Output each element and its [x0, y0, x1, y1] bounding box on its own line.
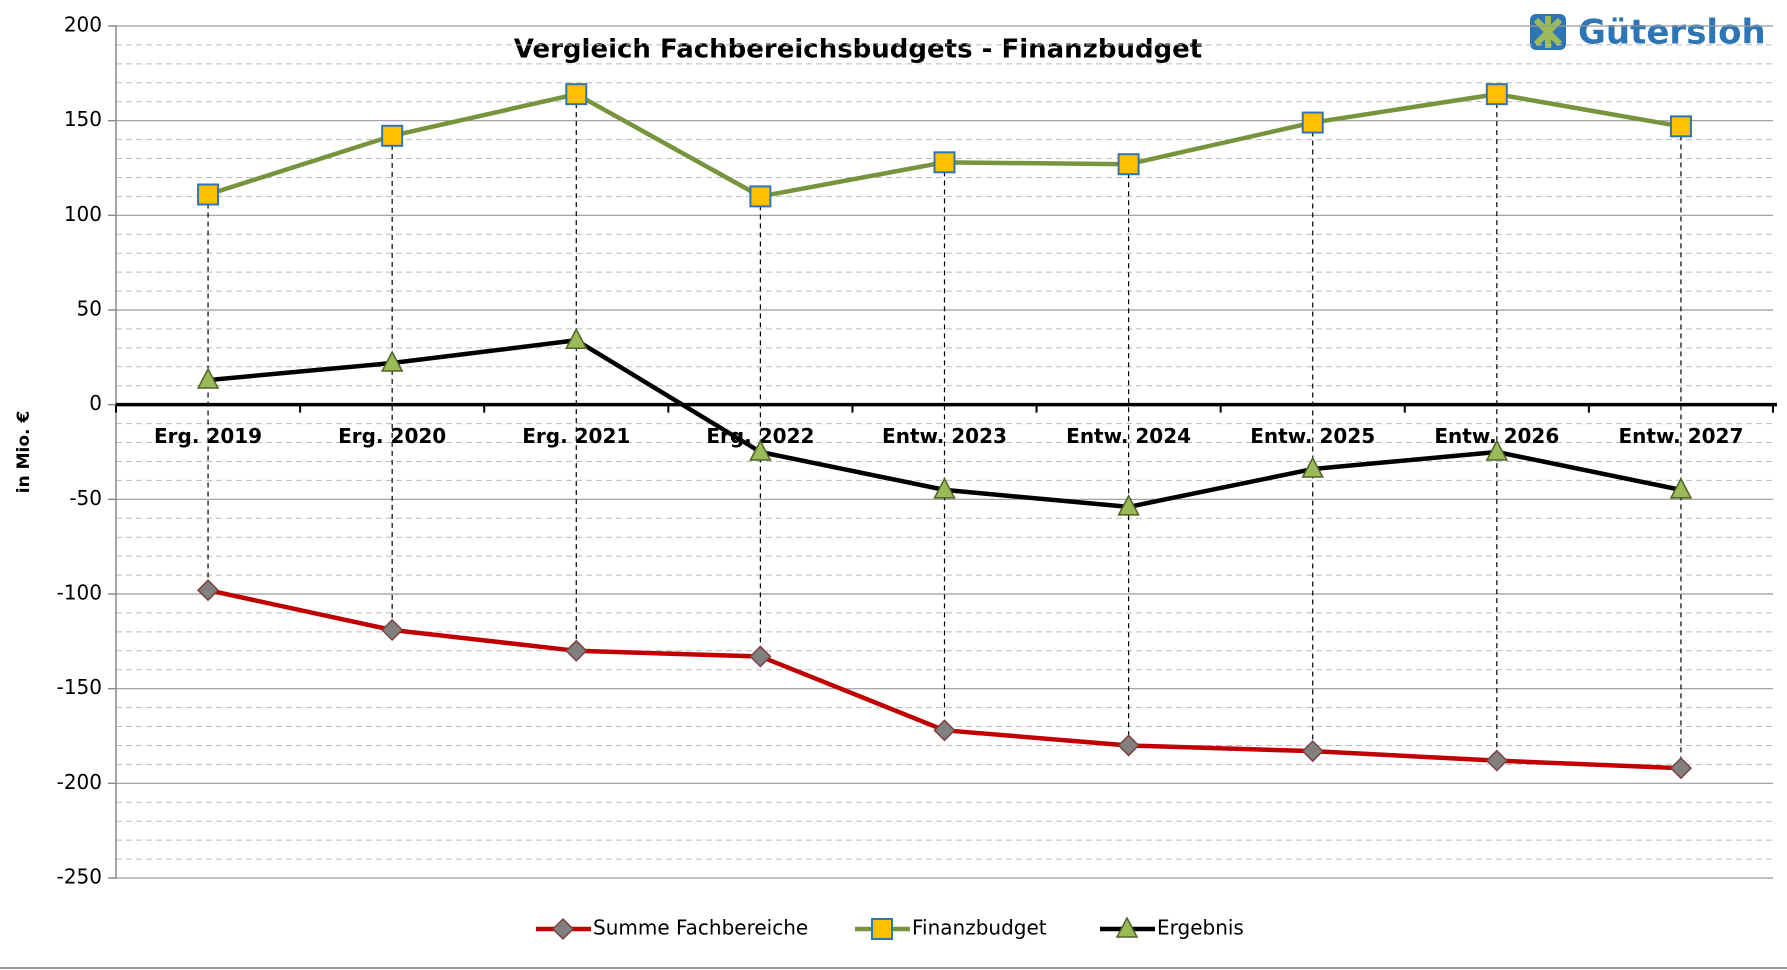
y-tick-label: -150: [57, 675, 102, 699]
y-tick-label: -50: [69, 486, 102, 510]
logo: Gütersloh: [1530, 13, 1766, 53]
marker: [871, 918, 893, 940]
x-tick-label: Entw. 2025: [1250, 424, 1375, 448]
logo-text: Gütersloh: [1578, 13, 1766, 53]
marker: [749, 645, 772, 668]
marker: [380, 350, 404, 372]
marker: [1301, 111, 1324, 134]
marker: [933, 719, 956, 742]
marker: [1301, 456, 1324, 478]
marker: [749, 185, 772, 208]
y-tick-label: 50: [77, 297, 102, 321]
marker: [933, 151, 956, 174]
marker: [1669, 757, 1693, 780]
logo-icon-cross: [1533, 16, 1563, 48]
marker: [196, 367, 220, 389]
legend-label: Summe Fachbereiche: [593, 916, 808, 940]
marker: [565, 83, 588, 106]
marker: [1117, 494, 1140, 516]
marker: [933, 477, 956, 499]
marker: [1117, 734, 1140, 757]
marker: [1485, 439, 1509, 461]
y-tick-label: -100: [57, 581, 102, 605]
y-axis-label: in Mio. €: [14, 411, 34, 493]
marker: [1485, 749, 1508, 772]
y-tick-label: 100: [64, 202, 102, 226]
marker: [1115, 916, 1139, 938]
marker: [381, 124, 404, 147]
legend-label: Finanzbudget: [912, 916, 1047, 940]
marker: [197, 183, 220, 206]
y-tick-label: 150: [64, 107, 102, 131]
marker: [565, 639, 588, 662]
y-tick-label: -200: [57, 770, 102, 794]
marker: [565, 327, 588, 350]
y-tick-label: -250: [57, 865, 102, 889]
y-tick-label: 200: [64, 13, 102, 37]
marker: [1669, 115, 1692, 138]
marker: [1669, 477, 1693, 499]
legend-label: Ergebnis: [1157, 916, 1244, 940]
marker: [749, 439, 772, 461]
chart-title: Vergleich Fachbereichsbudgets - Finanzbu…: [514, 35, 1202, 65]
x-tick-label: Erg. 2019: [154, 424, 262, 448]
marker: [1301, 740, 1324, 763]
marker: [1485, 83, 1508, 106]
marker: [1117, 153, 1140, 176]
marker: [381, 618, 404, 642]
y-tick-label: 0: [89, 391, 102, 415]
marker: [551, 917, 575, 941]
marker: [196, 579, 220, 602]
